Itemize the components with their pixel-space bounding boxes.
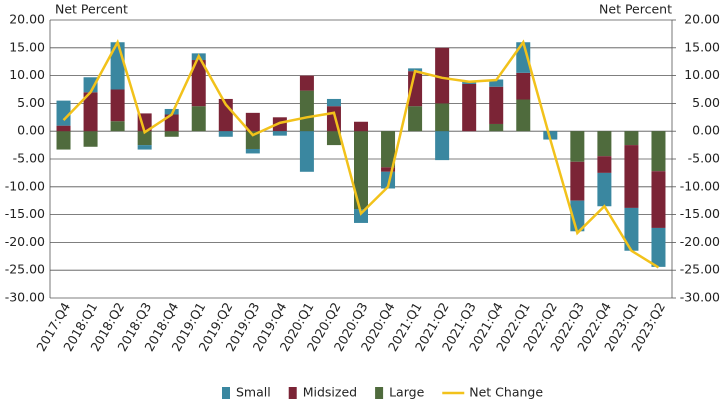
bar	[624, 207, 639, 251]
bar	[435, 131, 450, 161]
bar	[354, 121, 368, 132]
y2-tick-label: -20.00	[680, 234, 720, 249]
y2-tick-label: 0.00	[692, 123, 720, 138]
bar	[570, 131, 585, 162]
bar	[516, 99, 531, 132]
bar	[516, 42, 531, 73]
y2-tick-label: -10.00	[680, 178, 720, 193]
bar	[56, 131, 71, 150]
bar	[408, 68, 423, 72]
y-tick-label: 20.00	[9, 12, 45, 27]
legend-swatch	[288, 387, 297, 399]
y-tick-label: -30.00	[5, 290, 45, 305]
y-tick-label: 0.00	[17, 123, 45, 138]
bar	[299, 131, 314, 172]
bar	[272, 117, 287, 132]
bar	[164, 114, 179, 132]
bar	[191, 60, 206, 107]
bar	[110, 121, 125, 132]
bar	[299, 90, 314, 132]
bar	[326, 98, 341, 107]
y2-tick-label: 10.00	[684, 67, 720, 82]
bar	[191, 106, 206, 132]
bar	[570, 161, 585, 201]
bar	[381, 167, 396, 172]
bar	[354, 131, 368, 210]
y2-tick-label: -25.00	[680, 262, 720, 277]
bar	[164, 131, 179, 137]
bar	[56, 125, 71, 132]
y-tick-label: 15.00	[9, 39, 45, 54]
y-tick-label: -5.00	[13, 151, 45, 166]
y-tick-label: -20.00	[5, 234, 45, 249]
line	[62, 38, 660, 269]
bar	[489, 86, 504, 124]
bar	[651, 227, 666, 267]
bar	[381, 131, 396, 168]
y-tick-label: -25.00	[5, 262, 45, 277]
bar	[245, 131, 260, 149]
bar	[462, 83, 477, 132]
y2-tick-label: 20.00	[684, 12, 720, 27]
bar	[245, 112, 260, 132]
bar	[597, 156, 612, 173]
bar	[651, 131, 666, 172]
bar	[83, 92, 98, 132]
bar	[137, 131, 152, 146]
legend-label: Net Change	[469, 385, 543, 400]
bar	[83, 77, 98, 93]
bar	[489, 79, 504, 87]
legend-swatch	[375, 387, 384, 399]
legend-swatch	[222, 387, 230, 399]
y-tick-label: -15.00	[5, 206, 45, 221]
y2-axis-title: Net Percent	[599, 2, 672, 17]
bar	[354, 209, 368, 223]
y2-tick-label: 5.00	[692, 95, 720, 110]
bar	[110, 89, 125, 122]
y2-tick-label: -15.00	[680, 206, 720, 221]
bar	[408, 106, 423, 132]
bar	[137, 145, 152, 150]
bar	[516, 72, 531, 100]
bar	[597, 131, 612, 157]
bar	[408, 71, 423, 107]
bar	[245, 148, 260, 154]
bar	[624, 145, 639, 208]
y2-tick-label: -30.00	[680, 290, 720, 305]
y-axis-title: Net Percent	[55, 2, 128, 17]
bar	[326, 131, 341, 146]
bar	[272, 131, 287, 136]
bar	[435, 47, 450, 104]
bar	[597, 172, 612, 207]
legend-label: Large	[389, 385, 424, 400]
legend-label: Small	[236, 385, 271, 400]
bar	[56, 100, 71, 126]
y2-tick-label: -5.00	[688, 151, 720, 166]
bar	[651, 171, 666, 228]
y2-tick-label: 15.00	[684, 39, 720, 54]
bar	[299, 75, 314, 91]
bar	[489, 123, 504, 132]
y-tick-label: 10.00	[9, 67, 45, 82]
bar	[624, 131, 639, 146]
y-tick-label: -10.00	[5, 178, 45, 193]
bar	[218, 131, 233, 137]
legend-label: Midsized	[303, 385, 357, 400]
bar	[83, 131, 98, 147]
y-tick-label: 5.00	[17, 95, 45, 110]
bar	[435, 103, 450, 132]
